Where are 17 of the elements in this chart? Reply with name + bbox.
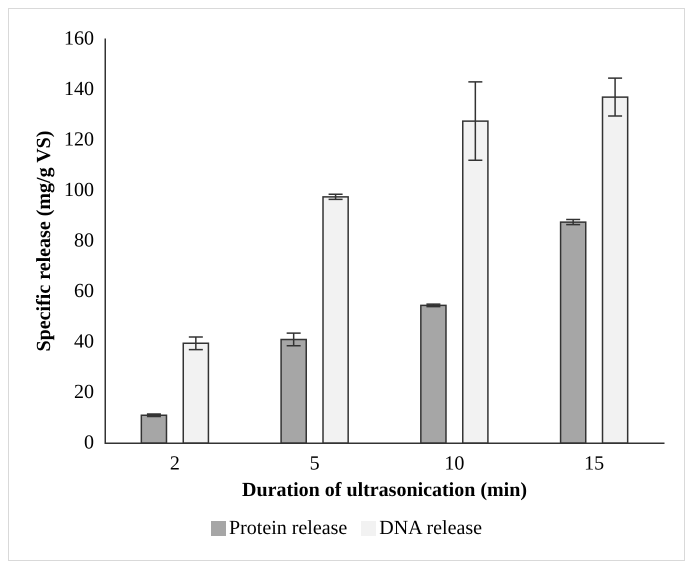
x-tick-label: 15 <box>584 452 604 474</box>
y-tick-label: 100 <box>64 178 94 201</box>
y-tick-label: 140 <box>64 78 94 100</box>
y-tick-label: 60 <box>74 280 94 302</box>
legend-label: DNA release <box>379 517 482 540</box>
x-tick-label: 2 <box>170 452 180 474</box>
legend-label: Protein release <box>228 517 348 540</box>
y-tick-label: 120 <box>64 128 94 150</box>
x-axis-title: Duration of ultrasonication (min) <box>242 479 527 502</box>
y-tick-label: 40 <box>74 330 94 352</box>
y-tick-label: 20 <box>74 380 94 403</box>
y-axis-title: Specific release (mg/g VS) <box>33 130 56 352</box>
x-tick-label: 5 <box>310 452 320 474</box>
y-tick-label: 80 <box>74 229 94 252</box>
x-tick-label: 10 <box>444 452 464 474</box>
y-tick-label: 160 <box>64 27 94 50</box>
y-tick-label: 0 <box>84 431 94 454</box>
